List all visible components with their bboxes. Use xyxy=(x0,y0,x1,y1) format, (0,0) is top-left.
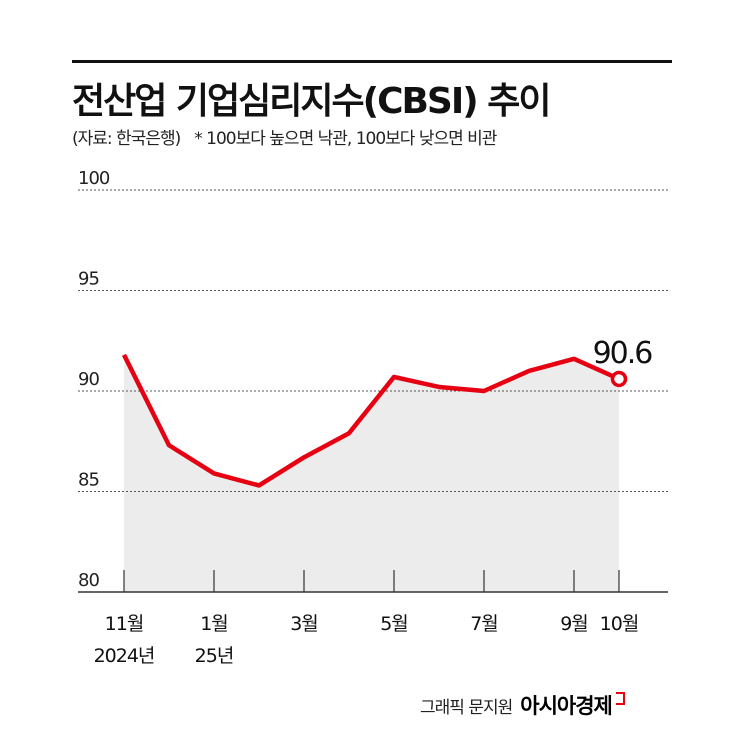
x-tick-sublabel: 25년 xyxy=(195,645,234,667)
credit: 그래픽 문지원 아시아경제 xyxy=(420,690,625,720)
subtitle: (자료: 한국은행) * 100보다 높으면 낙관, 100보다 낮으면 비관 xyxy=(72,124,510,149)
chart-title: 전산업 기업심리지수(CBSI) 추이 xyxy=(72,81,551,122)
x-tick-sublabel: 2024년 xyxy=(94,645,155,667)
note: * 100보다 높으면 낙관, 100보다 낮으면 비관 xyxy=(194,129,497,149)
y-tick-label: 90 xyxy=(78,369,99,390)
x-tick-label: 11월 xyxy=(105,613,144,635)
area-fill xyxy=(124,354,619,592)
author: 그래픽 문지원 xyxy=(420,698,513,718)
y-tick-label: 100 xyxy=(78,168,110,189)
y-tick-label: 80 xyxy=(78,570,99,591)
x-tick-label: 10월 xyxy=(600,613,639,635)
x-tick-label: 9월 xyxy=(560,613,588,635)
x-tick-label: 3월 xyxy=(290,613,318,635)
y-tick-label: 95 xyxy=(78,269,99,290)
source: (자료: 한국은행) xyxy=(72,129,181,149)
data-label: 90.6 xyxy=(593,336,653,371)
x-tick-label: 5월 xyxy=(380,613,408,635)
series-line xyxy=(121,353,620,488)
top-rule xyxy=(72,60,672,63)
brand-logo: 아시아경제 xyxy=(520,694,613,718)
x-tick-label: 7월 xyxy=(470,613,498,635)
brand-mark-icon xyxy=(615,692,625,705)
last-point-marker xyxy=(610,370,628,388)
y-tick-label: 85 xyxy=(78,470,99,491)
x-tick-label: 1월 xyxy=(200,613,228,635)
